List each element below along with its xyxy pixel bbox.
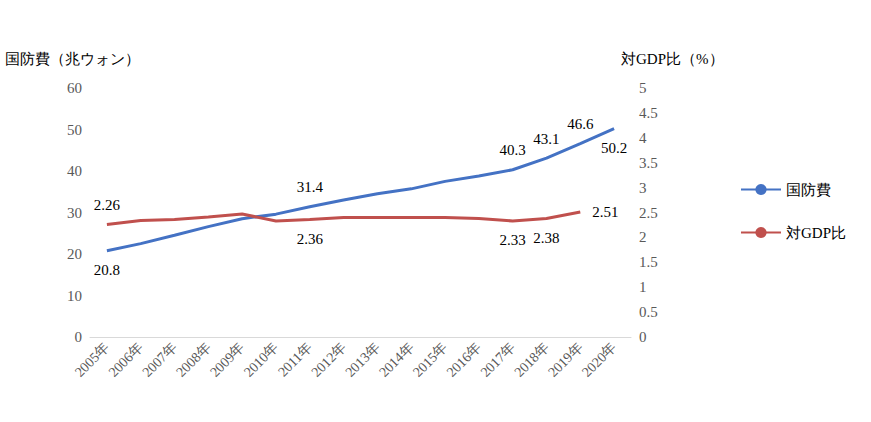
svg-text:2007年: 2007年 bbox=[140, 340, 180, 380]
svg-text:43.1: 43.1 bbox=[533, 131, 559, 147]
svg-text:30: 30 bbox=[67, 205, 82, 221]
svg-text:2016年: 2016年 bbox=[444, 340, 484, 380]
svg-text:2008年: 2008年 bbox=[173, 340, 213, 380]
svg-text:50: 50 bbox=[67, 122, 82, 138]
svg-text:50.2: 50.2 bbox=[601, 140, 627, 156]
svg-text:1.5: 1.5 bbox=[639, 254, 658, 270]
svg-text:2.51: 2.51 bbox=[592, 204, 618, 220]
svg-text:0: 0 bbox=[639, 329, 647, 345]
svg-text:1: 1 bbox=[639, 279, 647, 295]
svg-text:対GDP比（%）: 対GDP比（%） bbox=[621, 51, 724, 67]
svg-text:2009年: 2009年 bbox=[207, 340, 247, 380]
svg-text:2019年: 2019年 bbox=[545, 340, 585, 380]
svg-text:対GDP比: 対GDP比 bbox=[786, 225, 846, 241]
svg-text:2020年: 2020年 bbox=[579, 340, 619, 380]
svg-text:2018年: 2018年 bbox=[511, 340, 551, 380]
svg-text:2.38: 2.38 bbox=[533, 230, 559, 246]
svg-text:3.5: 3.5 bbox=[639, 155, 658, 171]
svg-text:20.8: 20.8 bbox=[94, 262, 120, 278]
svg-text:2015年: 2015年 bbox=[410, 340, 450, 380]
svg-text:2017年: 2017年 bbox=[478, 340, 518, 380]
svg-text:2012年: 2012年 bbox=[309, 340, 349, 380]
svg-text:2014年: 2014年 bbox=[376, 340, 416, 380]
svg-text:0: 0 bbox=[75, 329, 83, 345]
svg-text:60: 60 bbox=[67, 80, 82, 96]
svg-text:4.5: 4.5 bbox=[639, 105, 658, 121]
svg-text:2.33: 2.33 bbox=[500, 232, 526, 248]
svg-text:2005年: 2005年 bbox=[72, 340, 112, 380]
svg-text:20: 20 bbox=[67, 246, 82, 262]
svg-text:31.4: 31.4 bbox=[297, 179, 324, 195]
svg-text:10: 10 bbox=[67, 288, 82, 304]
svg-text:2011年: 2011年 bbox=[275, 340, 315, 380]
svg-text:2006年: 2006年 bbox=[106, 340, 146, 380]
svg-text:0.5: 0.5 bbox=[639, 304, 658, 320]
svg-text:国防費: 国防費 bbox=[786, 182, 831, 198]
svg-text:国防費（兆ウォン）: 国防費（兆ウォン） bbox=[5, 51, 140, 67]
svg-text:2.5: 2.5 bbox=[639, 205, 658, 221]
svg-text:2.36: 2.36 bbox=[297, 231, 324, 247]
svg-text:4: 4 bbox=[639, 130, 647, 146]
svg-text:2: 2 bbox=[639, 229, 647, 245]
svg-text:5: 5 bbox=[639, 80, 647, 96]
svg-text:2.26: 2.26 bbox=[94, 197, 121, 213]
svg-text:2013年: 2013年 bbox=[342, 340, 382, 380]
svg-text:3: 3 bbox=[639, 180, 647, 196]
svg-text:46.6: 46.6 bbox=[567, 116, 594, 132]
svg-text:2010年: 2010年 bbox=[241, 340, 281, 380]
svg-text:40: 40 bbox=[67, 163, 82, 179]
svg-text:40.3: 40.3 bbox=[500, 142, 526, 158]
